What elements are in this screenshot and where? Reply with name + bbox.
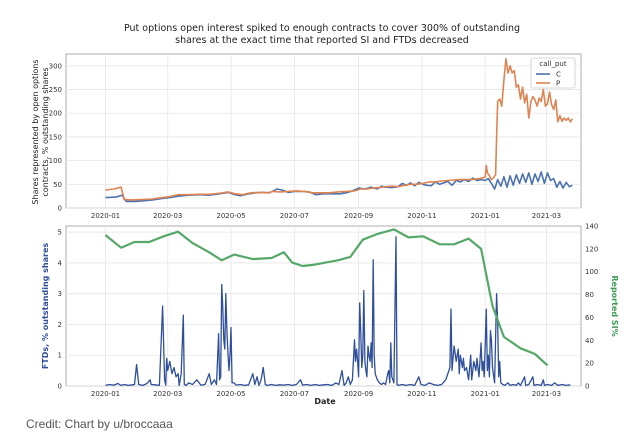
top-y-tick-label: 50 (53, 181, 62, 189)
bottom-y-tick-label-right: 140 (585, 223, 598, 231)
top-y-tick-label: 100 (49, 157, 62, 165)
top-x-tick-label: 2020-05 (216, 212, 245, 220)
top-y-tick-label: 0 (58, 205, 62, 213)
series-line-ftd (105, 236, 571, 387)
series-line-c (105, 171, 573, 203)
top-ylabel-line-2: contracts, % outstanding shares (41, 67, 50, 196)
series-line-p (105, 57, 574, 201)
legend-label-c: C (556, 71, 561, 79)
top-x-tick-label: 2020-11 (407, 212, 436, 220)
bottom-x-tick-label: 2020-03 (153, 390, 182, 398)
bottom-plot-frame (65, 225, 582, 387)
bottom-y-tick-label-right: 80 (585, 291, 594, 299)
ftd-si-panel: 2020-01 2020-03 2020-05 2020-07 2020-09 2020-… (58, 223, 599, 399)
bottom-y-tick-label-right: 0 (585, 383, 589, 391)
bottom-xlabel: Date (314, 397, 336, 406)
bottom-ylabel-left: FTDs, % outstanding shares (41, 243, 50, 370)
bottom-x-tick-label: 2020-11 (407, 390, 436, 398)
bottom-y-tick-label-left: 3 (58, 290, 62, 298)
top-x-tick-label: 2020-09 (344, 212, 373, 220)
legend-label-p: P (556, 80, 560, 88)
bottom-y-tick-label-left: 2 (58, 321, 62, 329)
series-line-si (104, 228, 549, 367)
chart-title-line-2: shares at the exact time that reported S… (175, 35, 469, 46)
chart-credit: Credit: Chart by u/broccaaa (26, 417, 173, 431)
options-oi-panel: 2020-01 2020-03 2020-05 2020-07 2020-09 2020-… (49, 53, 582, 220)
top-y-tick-label: 300 (49, 62, 62, 70)
bottom-y-tick-label-left: 1 (58, 352, 62, 360)
bottom-y-tick-label-right: 60 (585, 314, 594, 322)
top-plot-frame (65, 53, 582, 209)
chart: Put options open interest spiked to enou… (31, 23, 619, 406)
top-ylabel-line-1: Shares represented by open options (31, 59, 40, 204)
bottom-y-tick-label-left: 0 (58, 383, 62, 391)
bottom-x-tick-label: 2020-01 (91, 390, 120, 398)
top-x-tick-label: 2021-01 (471, 212, 500, 220)
top-x-tick-label: 2020-03 (153, 212, 182, 220)
top-x-tick-label: 2021-03 (532, 212, 561, 220)
bottom-y-tick-label-right: 40 (585, 337, 594, 345)
bottom-y-tick-label-right: 120 (585, 245, 598, 253)
bottom-y-tick-label-right: 20 (585, 360, 594, 368)
bottom-ylabel-right: Reported SI% (610, 275, 619, 336)
bottom-x-tick-label: 2020-07 (280, 390, 309, 398)
top-y-tick-label: 250 (49, 86, 62, 94)
top-y-tick-label: 150 (49, 133, 62, 141)
bottom-y-tick-label-left: 5 (58, 229, 62, 237)
top-x-tick-label: 2020-01 (91, 212, 120, 220)
top-x-tick-label: 2020-07 (280, 212, 309, 220)
legend-box (530, 57, 576, 89)
bottom-x-tick-label: 2020-05 (216, 390, 245, 398)
bottom-y-tick-label-left: 4 (58, 259, 63, 267)
bottom-x-tick-label: 2021-03 (532, 390, 561, 398)
legend-title: call_put (539, 60, 566, 68)
top-legend: call_put CP (530, 57, 576, 89)
chart-title-line-1: Put options open interest spiked to enou… (124, 23, 520, 34)
bottom-y-tick-label-right: 100 (585, 268, 598, 276)
top-y-tick-label: 200 (49, 110, 62, 118)
bottom-x-tick-label: 2020-09 (344, 390, 373, 398)
bottom-x-tick-label: 2021-01 (471, 390, 500, 398)
